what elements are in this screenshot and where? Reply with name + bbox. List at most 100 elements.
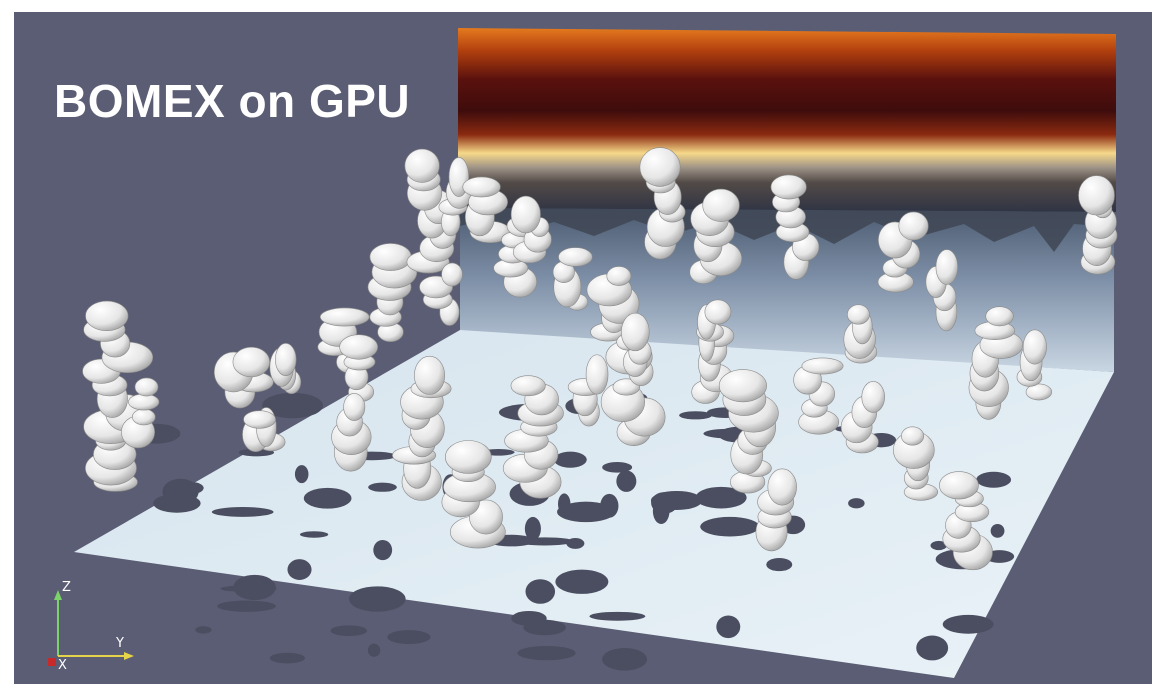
cloud-column (502, 375, 564, 499)
cloud-blob (128, 393, 160, 411)
cloud-blob (621, 312, 650, 352)
cloud-shadow (373, 539, 393, 561)
cloud-shadow (976, 471, 1012, 488)
cloud-blob (319, 307, 370, 327)
cloud-shadow (716, 615, 741, 639)
cloud-shadow (766, 557, 793, 572)
cloud-column (616, 312, 652, 377)
cloud-blob (861, 381, 885, 413)
cloud-shadow (553, 451, 587, 468)
cloud-column (840, 381, 885, 454)
cloud-blob (445, 440, 492, 474)
cloud-shadow (916, 635, 949, 661)
cloud-shadow (517, 645, 576, 661)
cloud-column (419, 262, 463, 326)
cloud-blob (243, 410, 276, 429)
cloud-column (121, 377, 160, 449)
cloud-blob (134, 377, 159, 397)
cloud-column (1078, 175, 1118, 275)
cloud-column (968, 306, 1024, 420)
cloud-blob (770, 174, 807, 200)
cloud-column (793, 357, 844, 435)
cloud-shadow (589, 611, 646, 621)
cloud-column (213, 346, 274, 409)
cloud-isosurfaces (82, 147, 1118, 571)
cloud-shadow (525, 579, 556, 604)
cloud-shadow (303, 487, 352, 509)
heatmap-wall (458, 28, 1116, 212)
cloud-blob (901, 426, 925, 446)
cloud-blob (801, 357, 844, 375)
cloud-blob (718, 369, 767, 403)
cloud-column (770, 174, 820, 280)
cloud-blob (132, 408, 156, 426)
cloud-blob (510, 195, 541, 234)
cloud-column (567, 354, 609, 427)
cloud-column (689, 188, 743, 285)
cloud-blob (369, 243, 412, 271)
cloud-shadow (367, 643, 381, 657)
cloud-blob (275, 343, 297, 376)
cloud-shadow (524, 516, 541, 541)
cloud-shadow (238, 448, 275, 457)
cloud-shadow (287, 559, 312, 580)
cloud-column (586, 266, 640, 342)
cloud-blob (639, 147, 681, 187)
cloud-blob (767, 468, 797, 506)
y-axis-label: Y (116, 636, 124, 651)
cloud-shadow (277, 398, 294, 406)
cloud-blob (985, 306, 1014, 327)
cloud-blob (606, 266, 632, 286)
cloud-column (639, 147, 686, 260)
cloud-column (893, 426, 939, 501)
cloud-shadow (294, 465, 309, 484)
image-title: BOMEX on GPU (54, 75, 411, 127)
cloud-field-visualization (74, 28, 1118, 678)
cloud-shadow (368, 482, 397, 492)
cloud-shadow (602, 462, 633, 473)
cloud-shadow (330, 625, 368, 637)
cloud-shadow (233, 574, 276, 601)
cloud-shadow (217, 600, 276, 612)
cloud-blob (441, 262, 463, 287)
cloud-column (877, 211, 929, 293)
cloud-blob (1022, 329, 1047, 365)
cloud-blob (339, 334, 379, 360)
cloud-column (939, 471, 993, 571)
cloud-shadow (269, 652, 305, 664)
cloud-shadow (700, 516, 760, 537)
cloud-blob (343, 393, 366, 421)
cloud-shadow (349, 586, 406, 612)
cloud-blob (612, 378, 641, 396)
cloud-blob (704, 299, 732, 325)
cloud-shadow (211, 507, 274, 517)
cloud-column (331, 393, 372, 472)
cloud-blob (462, 176, 501, 198)
cloud-shadow (299, 531, 329, 538)
cloud-shadow (387, 630, 431, 645)
cloud-blob (232, 346, 271, 378)
cloud-column (696, 299, 732, 362)
render-viewport[interactable]: BOMEX on GPU Z Y X (14, 12, 1152, 684)
cloud-shadow (942, 614, 994, 634)
cloud-column (718, 369, 779, 494)
cloud-column (269, 343, 302, 395)
cloud-shadow (523, 619, 566, 636)
cloud-blob (939, 471, 979, 500)
cloud-column (441, 440, 506, 549)
cloud-column (339, 334, 379, 402)
heatmap-drips (460, 208, 1114, 252)
cloud-blob (935, 249, 958, 285)
cloud-shadow (262, 392, 323, 419)
cloud-column (462, 176, 511, 244)
cloud-shadow (848, 498, 865, 509)
cloud-blob (847, 304, 870, 325)
cloud-blob (702, 188, 740, 222)
cloud-column (925, 249, 958, 332)
cloud-shadow (602, 647, 648, 671)
cloud-shadow (616, 470, 637, 492)
cloud-column (367, 243, 418, 343)
cloud-column (755, 468, 797, 552)
cloud-blob (404, 148, 440, 183)
cloud-shadow (555, 569, 609, 594)
